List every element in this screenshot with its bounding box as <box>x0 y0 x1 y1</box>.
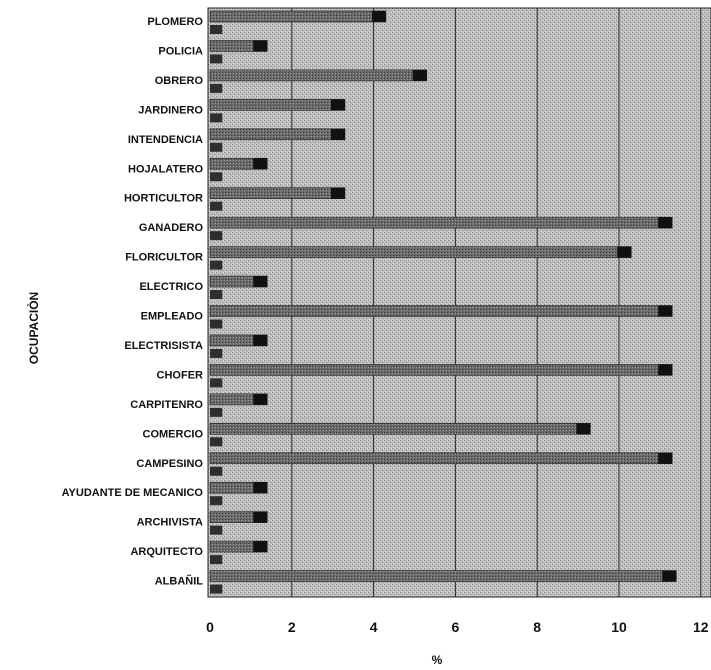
category-label: ARQUITECTO <box>130 546 203 558</box>
x-tick-label: 12 <box>693 619 709 635</box>
bar-series-1-end-cap <box>253 511 268 523</box>
bar-series-2 <box>210 260 223 270</box>
bar-series-2 <box>210 25 223 34</box>
bar-series-1-end-cap <box>253 541 268 553</box>
category-label: FLORICULTOR <box>125 252 203 264</box>
category-label: CARPITENRO <box>130 399 203 411</box>
bar-series-1-end-cap <box>371 11 386 22</box>
bar-series-2 <box>210 496 223 506</box>
x-tick-label: 10 <box>611 619 627 635</box>
bar-series-1 <box>209 364 673 376</box>
bar-series-1-end-cap <box>253 482 268 494</box>
category-label: COMERCIO <box>143 428 204 440</box>
category-label: HORTICULTOR <box>124 193 203 205</box>
bar-series-2 <box>210 290 223 300</box>
category-label: EMPLEADO <box>141 311 204 323</box>
bar-series-2 <box>210 378 223 388</box>
bar-series-2 <box>210 54 223 64</box>
bar-series-1-end-cap <box>662 570 677 582</box>
bar-series-2 <box>210 555 223 565</box>
x-tick-label: 8 <box>533 619 541 635</box>
x-tick-label: 4 <box>370 619 378 635</box>
bar-series-2 <box>210 231 223 241</box>
grid-lines <box>291 8 702 597</box>
bar-series-1-end-cap <box>658 217 673 229</box>
bar-series-1-end-cap <box>253 276 268 288</box>
plot-area <box>207 7 711 598</box>
bar-series-1-end-cap <box>330 99 345 111</box>
bar-series-1-end-cap <box>658 305 673 317</box>
category-label: ALBAÑIL <box>155 575 204 588</box>
bar-series-1 <box>209 10 387 23</box>
x-tick-label: 6 <box>452 619 460 635</box>
bar-series-2 <box>210 584 223 594</box>
category-label: ELECTRISISTA <box>124 340 203 352</box>
bar-series-2 <box>210 172 223 182</box>
x-tick-label: 0 <box>206 619 214 635</box>
bar-series-1-end-cap <box>253 158 268 170</box>
bar-series-1 <box>209 69 428 82</box>
bar-series-1 <box>209 570 677 582</box>
bar-series-1-end-cap <box>253 40 268 52</box>
category-label: GANADERO <box>139 222 204 234</box>
bar-series-1 <box>209 216 673 229</box>
bar-series-1-end-cap <box>658 364 673 376</box>
category-label: AYUDANTE DE MECANICO <box>62 487 204 499</box>
bar-series-2 <box>210 466 223 476</box>
bar-series-1-end-cap <box>576 423 591 435</box>
bar-series-1-end-cap <box>253 393 268 405</box>
category-label: ARCHIVISTA <box>137 517 203 529</box>
bar-series-1 <box>209 187 346 199</box>
y-axis-title: OCUPACIÒN <box>26 292 41 364</box>
bar-series-1-end-cap <box>253 334 268 346</box>
bar-series-2 <box>210 142 223 152</box>
category-label: HOJALATERO <box>128 163 203 175</box>
category-label: ELECTRICO <box>139 281 203 293</box>
bar-series-2 <box>210 437 223 447</box>
category-label: JARDINERO <box>138 104 203 116</box>
bar-series-1-end-cap <box>658 452 673 464</box>
x-tick-label: 2 <box>288 619 296 635</box>
bar-series-1 <box>209 305 673 317</box>
x-tick-labels: 0 2 4 6 8 10 12 <box>206 619 709 635</box>
category-label: OBRERO <box>155 75 204 87</box>
bar-series-1 <box>209 422 591 435</box>
bar-series-2 <box>210 525 223 535</box>
bar-series-2 <box>210 83 223 93</box>
bar-series-2 <box>210 348 223 358</box>
bars <box>209 10 677 594</box>
category-labels: PLOMERO POLICIA OBRERO JARDINERO INTENDENCIA… <box>62 16 204 588</box>
category-label: CAMPESINO <box>136 458 203 470</box>
bar-series-2 <box>210 319 223 329</box>
bar-series-2 <box>210 113 223 123</box>
bar-series-1-end-cap <box>617 246 632 258</box>
bar-series-1-end-cap <box>412 69 427 81</box>
bar-series-1 <box>209 99 346 111</box>
bar-series-1 <box>209 452 673 465</box>
bar-series-1-end-cap <box>330 187 345 199</box>
category-label: INTENDENCIA <box>128 134 203 146</box>
bar-series-1 <box>209 246 632 258</box>
x-axis-title: % <box>432 653 443 667</box>
category-label: POLICIA <box>158 45 203 57</box>
bar-series-2 <box>210 201 223 211</box>
bar-series-1-end-cap <box>330 128 345 140</box>
category-label: PLOMERO <box>147 16 203 28</box>
category-label: CHOFER <box>157 369 204 381</box>
bar-series-1 <box>209 128 346 141</box>
bar-series-2 <box>210 407 223 417</box>
